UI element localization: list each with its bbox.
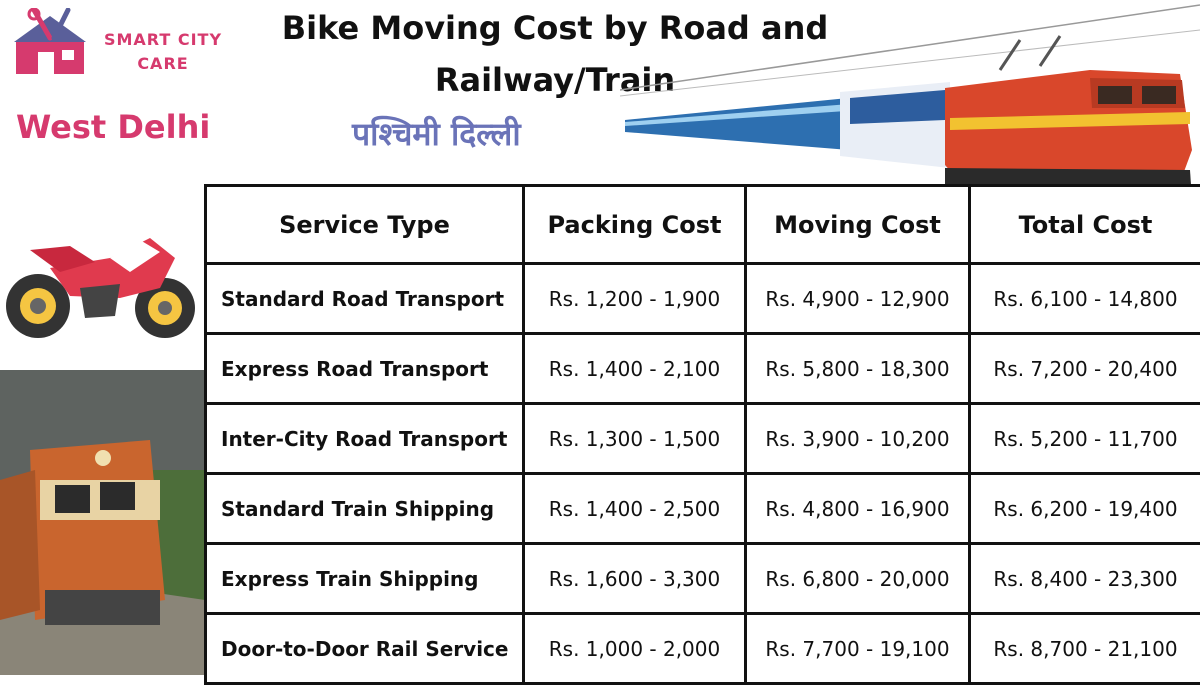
packing-cost-cell: Rs. 1,600 - 3,300 — [524, 544, 746, 614]
house-tools-logo-icon — [10, 8, 90, 80]
header-total-cost: Total Cost — [970, 186, 1200, 264]
brand-line-2: CARE — [98, 52, 228, 76]
service-type-cell: Standard Road Transport — [206, 264, 524, 334]
city-name-english: West Delhi — [16, 108, 210, 146]
total-cost-cell: Rs. 7,200 - 20,400 — [970, 334, 1200, 404]
moving-cost-cell: Rs. 4,800 - 16,900 — [746, 474, 970, 544]
table-row: Express Road Transport Rs. 1,400 - 2,100… — [206, 334, 1200, 404]
header-service-type: Service Type — [206, 186, 524, 264]
moving-cost-cell: Rs. 7,700 - 19,100 — [746, 614, 970, 684]
service-type-cell: Express Road Transport — [206, 334, 524, 404]
brand-logo: SMART CITY CARE — [10, 8, 230, 88]
brand-name: SMART CITY CARE — [98, 28, 228, 76]
total-cost-cell: Rs. 8,400 - 23,300 — [970, 544, 1200, 614]
moving-cost-cell: Rs. 5,800 - 18,300 — [746, 334, 970, 404]
service-type-cell: Inter-City Road Transport — [206, 404, 524, 474]
moving-cost-cell: Rs. 3,900 - 10,200 — [746, 404, 970, 474]
header-packing-cost: Packing Cost — [524, 186, 746, 264]
table-row: Inter-City Road Transport Rs. 1,300 - 1,… — [206, 404, 1200, 474]
header-moving-cost: Moving Cost — [746, 186, 970, 264]
packing-cost-cell: Rs. 1,200 - 1,900 — [524, 264, 746, 334]
total-cost-cell: Rs. 6,100 - 14,800 — [970, 264, 1200, 334]
table-header-row: Service Type Packing Cost Moving Cost To… — [206, 186, 1200, 264]
total-cost-cell: Rs. 6,200 - 19,400 — [970, 474, 1200, 544]
brand-line-1: SMART CITY — [98, 28, 228, 52]
cost-table: Service Type Packing Cost Moving Cost To… — [204, 184, 1200, 685]
packing-cost-cell: Rs. 1,000 - 2,000 — [524, 614, 746, 684]
table-row: Express Train Shipping Rs. 1,600 - 3,300… — [206, 544, 1200, 614]
diesel-locomotive-icon — [0, 370, 205, 675]
service-type-cell: Express Train Shipping — [206, 544, 524, 614]
total-cost-cell: Rs. 5,200 - 11,700 — [970, 404, 1200, 474]
moving-cost-cell: Rs. 4,900 - 12,900 — [746, 264, 970, 334]
table-row: Standard Train Shipping Rs. 1,400 - 2,50… — [206, 474, 1200, 544]
sports-motorbike-icon — [0, 228, 205, 348]
table-row: Standard Road Transport Rs. 1,200 - 1,90… — [206, 264, 1200, 334]
packing-cost-cell: Rs. 1,400 - 2,500 — [524, 474, 746, 544]
packing-cost-cell: Rs. 1,400 - 2,100 — [524, 334, 746, 404]
service-type-cell: Door-to-Door Rail Service — [206, 614, 524, 684]
total-cost-cell: Rs. 8,700 - 21,100 — [970, 614, 1200, 684]
passenger-train-icon — [620, 0, 1200, 200]
service-type-cell: Standard Train Shipping — [206, 474, 524, 544]
packing-cost-cell: Rs. 1,300 - 1,500 — [524, 404, 746, 474]
city-name-hindi: पश्चिमी दिल्ली — [352, 112, 521, 155]
table-row: Door-to-Door Rail Service Rs. 1,000 - 2,… — [206, 614, 1200, 684]
moving-cost-cell: Rs. 6,800 - 20,000 — [746, 544, 970, 614]
